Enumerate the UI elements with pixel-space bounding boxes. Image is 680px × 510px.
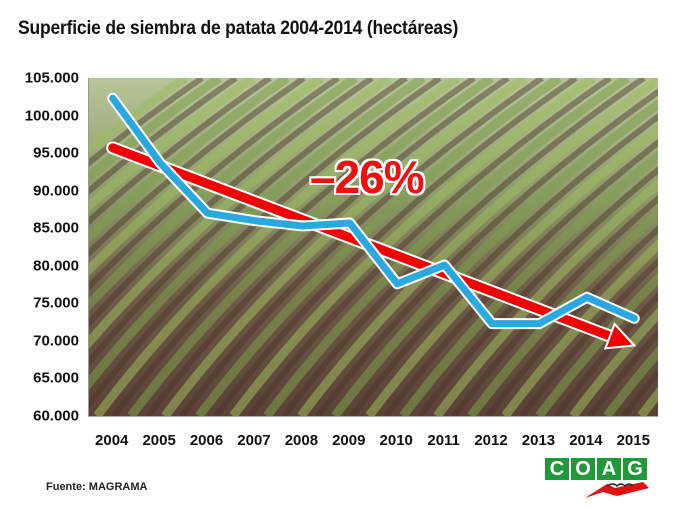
x-tick-label: 2005: [142, 432, 176, 449]
x-tick-label: 2014: [569, 432, 603, 449]
logo-letter: A: [597, 458, 621, 480]
x-tick-label: 2009: [332, 432, 366, 449]
logo-letter: O: [571, 458, 595, 480]
x-tick-label: 2004: [95, 432, 129, 449]
y-tick-label: 80.000: [33, 257, 79, 275]
y-tick-label: 65.000: [33, 369, 79, 387]
x-tick-label: 2006: [189, 432, 224, 449]
y-tick-label: 70.000: [33, 332, 79, 350]
series-layer: [106, 92, 640, 350]
series-line-superficie: [109, 94, 638, 328]
y-tick-label: 95.000: [33, 144, 79, 162]
field-rows: [89, 78, 658, 416]
y-tick-label: 75.000: [33, 294, 79, 312]
x-tick-label: 2008: [284, 432, 319, 449]
percent-change-annotation: –26%: [310, 151, 425, 203]
chart-title: Superficie de siembra de patata 2004-201…: [18, 18, 459, 39]
x-tick-label: 2011: [427, 432, 460, 449]
x-tick-label: 2007: [237, 432, 271, 449]
y-tick-label: 60.000: [33, 407, 79, 425]
y-tick-label: 90.000: [33, 182, 79, 200]
x-tick-label: 2010: [379, 432, 413, 449]
x-tick-label: 2012: [474, 432, 508, 449]
x-tick-label: 2013: [521, 432, 556, 449]
logo-letter: G: [623, 458, 647, 480]
logo-swoosh-icon: [585, 482, 649, 498]
x-tick-label: 2015: [616, 432, 650, 449]
logo-letter: C: [545, 458, 569, 480]
plot-area: [88, 78, 658, 417]
trend-arrowhead-icon: [603, 322, 637, 350]
chart-svg: [89, 78, 658, 416]
y-tick-label: 85.000: [33, 219, 79, 237]
source-note: Fuente: MAGRAMA: [46, 481, 148, 493]
y-tick-label: 100.000: [24, 107, 79, 125]
y-tick-label: 105.000: [24, 69, 79, 87]
